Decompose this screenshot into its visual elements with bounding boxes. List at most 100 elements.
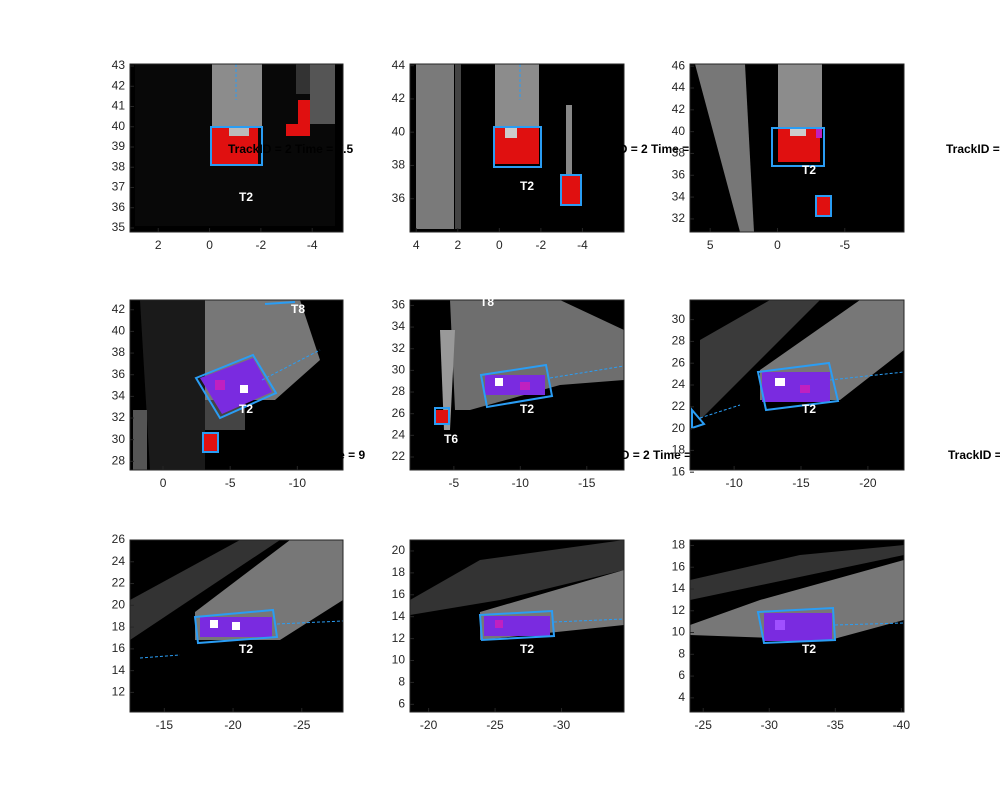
x-tick-label: -25	[293, 718, 311, 732]
y-tick-label: 41	[112, 99, 126, 113]
image-region	[240, 385, 248, 393]
y-tick-label: 34	[112, 389, 126, 403]
image-region	[756, 606, 837, 645]
image-region	[130, 540, 280, 640]
image-region	[800, 385, 810, 393]
y-tick-label: 39	[112, 139, 126, 153]
y-tick-label: 6	[678, 668, 685, 682]
x-tick-label: -20	[420, 718, 438, 732]
y-tick-label: 18	[672, 538, 686, 552]
x-tick-label: -35	[827, 718, 845, 732]
image-region	[203, 433, 218, 452]
panel-title: TrackID = 2 Time = 9	[250, 448, 366, 462]
panel-title: TrackID = 2 Time = 8	[584, 142, 700, 156]
image-region	[139, 654, 181, 659]
track-label: T2	[802, 642, 816, 656]
y-tick-label: 30	[112, 432, 126, 446]
image-region	[566, 105, 572, 175]
x-tick-label: -10	[512, 476, 530, 490]
image-region	[416, 64, 454, 229]
image-region	[410, 540, 624, 615]
y-tick-label: 36	[112, 367, 126, 381]
image-region	[817, 196, 831, 216]
image-region	[775, 620, 785, 630]
image-region	[195, 540, 343, 640]
y-tick-label: 14	[392, 609, 406, 623]
image-region	[829, 371, 905, 381]
x-tick-label: -20	[224, 718, 242, 732]
x-tick-label: -2	[536, 238, 547, 252]
x-tick-label: -25	[486, 718, 504, 732]
image-region	[505, 128, 517, 138]
y-tick-label: 40	[112, 119, 126, 133]
y-tick-label: 10	[392, 653, 406, 667]
track-label: T2	[520, 642, 534, 656]
track-label: T2	[802, 402, 816, 416]
x-tick-label: 5	[707, 238, 714, 252]
y-tick-label: 35	[112, 220, 126, 234]
image-region	[310, 64, 335, 124]
x-tick-label: 2	[155, 238, 162, 252]
image-region	[762, 372, 830, 402]
x-tick-label: -30	[761, 718, 779, 732]
y-tick-label: 16	[672, 464, 686, 478]
image-region	[495, 620, 503, 628]
image-region	[764, 613, 832, 641]
image-region	[455, 64, 461, 229]
image-region	[276, 620, 344, 625]
y-tick-label: 42	[392, 91, 406, 105]
y-tick-label: 10	[672, 625, 686, 639]
track-label: T6	[444, 432, 458, 446]
image-region	[200, 358, 272, 414]
panel-title: TrackID = 2 Time = 8.5	[946, 142, 1000, 156]
image-region	[298, 100, 310, 136]
y-tick-label: 12	[672, 603, 686, 617]
x-tick-label: 0	[160, 476, 167, 490]
track-label: T2	[802, 163, 816, 177]
y-tick-label: 32	[672, 211, 686, 225]
image-region	[520, 382, 530, 390]
x-tick-label: -2	[256, 238, 267, 252]
y-tick-label: 30	[392, 363, 406, 377]
image-region	[690, 545, 904, 600]
image-region	[479, 363, 554, 409]
image-region	[133, 410, 147, 470]
y-tick-label: 37	[112, 180, 126, 194]
image-region	[210, 620, 218, 628]
y-tick-label: 38	[672, 146, 686, 160]
y-tick-label: 6	[398, 697, 405, 711]
y-tick-label: 20	[112, 597, 126, 611]
y-tick-label: 14	[672, 581, 686, 595]
axes-box	[409, 63, 625, 233]
y-tick-label: 8	[678, 646, 685, 660]
y-tick-label: 24	[112, 554, 126, 568]
y-tick-label: 24	[392, 428, 406, 442]
y-tick-label: 42	[672, 102, 686, 116]
image-region	[210, 126, 263, 166]
track-label: T2	[239, 642, 253, 656]
x-tick-label: -4	[577, 238, 588, 252]
x-tick-label: -30	[553, 718, 571, 732]
y-tick-label: 42	[112, 302, 126, 316]
x-tick-label: -40	[893, 718, 911, 732]
x-tick-label: -5	[225, 476, 236, 490]
y-tick-label: 28	[112, 454, 126, 468]
image-region	[440, 330, 455, 430]
image-region	[212, 64, 262, 128]
track-label: T2	[239, 190, 253, 204]
image-region	[436, 410, 448, 424]
x-tick-label: -25	[695, 718, 713, 732]
y-tick-label: 18	[112, 619, 126, 633]
image-region	[691, 407, 706, 430]
x-tick-label: -20	[859, 476, 877, 490]
y-tick-label: 32	[112, 410, 126, 424]
y-tick-label: 38	[112, 159, 126, 173]
y-tick-label: 26	[672, 355, 686, 369]
x-tick-label: -4	[307, 238, 318, 252]
y-tick-label: 38	[112, 345, 126, 359]
image-region	[484, 616, 550, 636]
y-tick-label: 43	[112, 58, 126, 72]
panel-title: TrackID = 2 Time = 10	[948, 448, 1000, 462]
panel-title: TrackID = 2 Time = 9.5	[586, 448, 712, 462]
